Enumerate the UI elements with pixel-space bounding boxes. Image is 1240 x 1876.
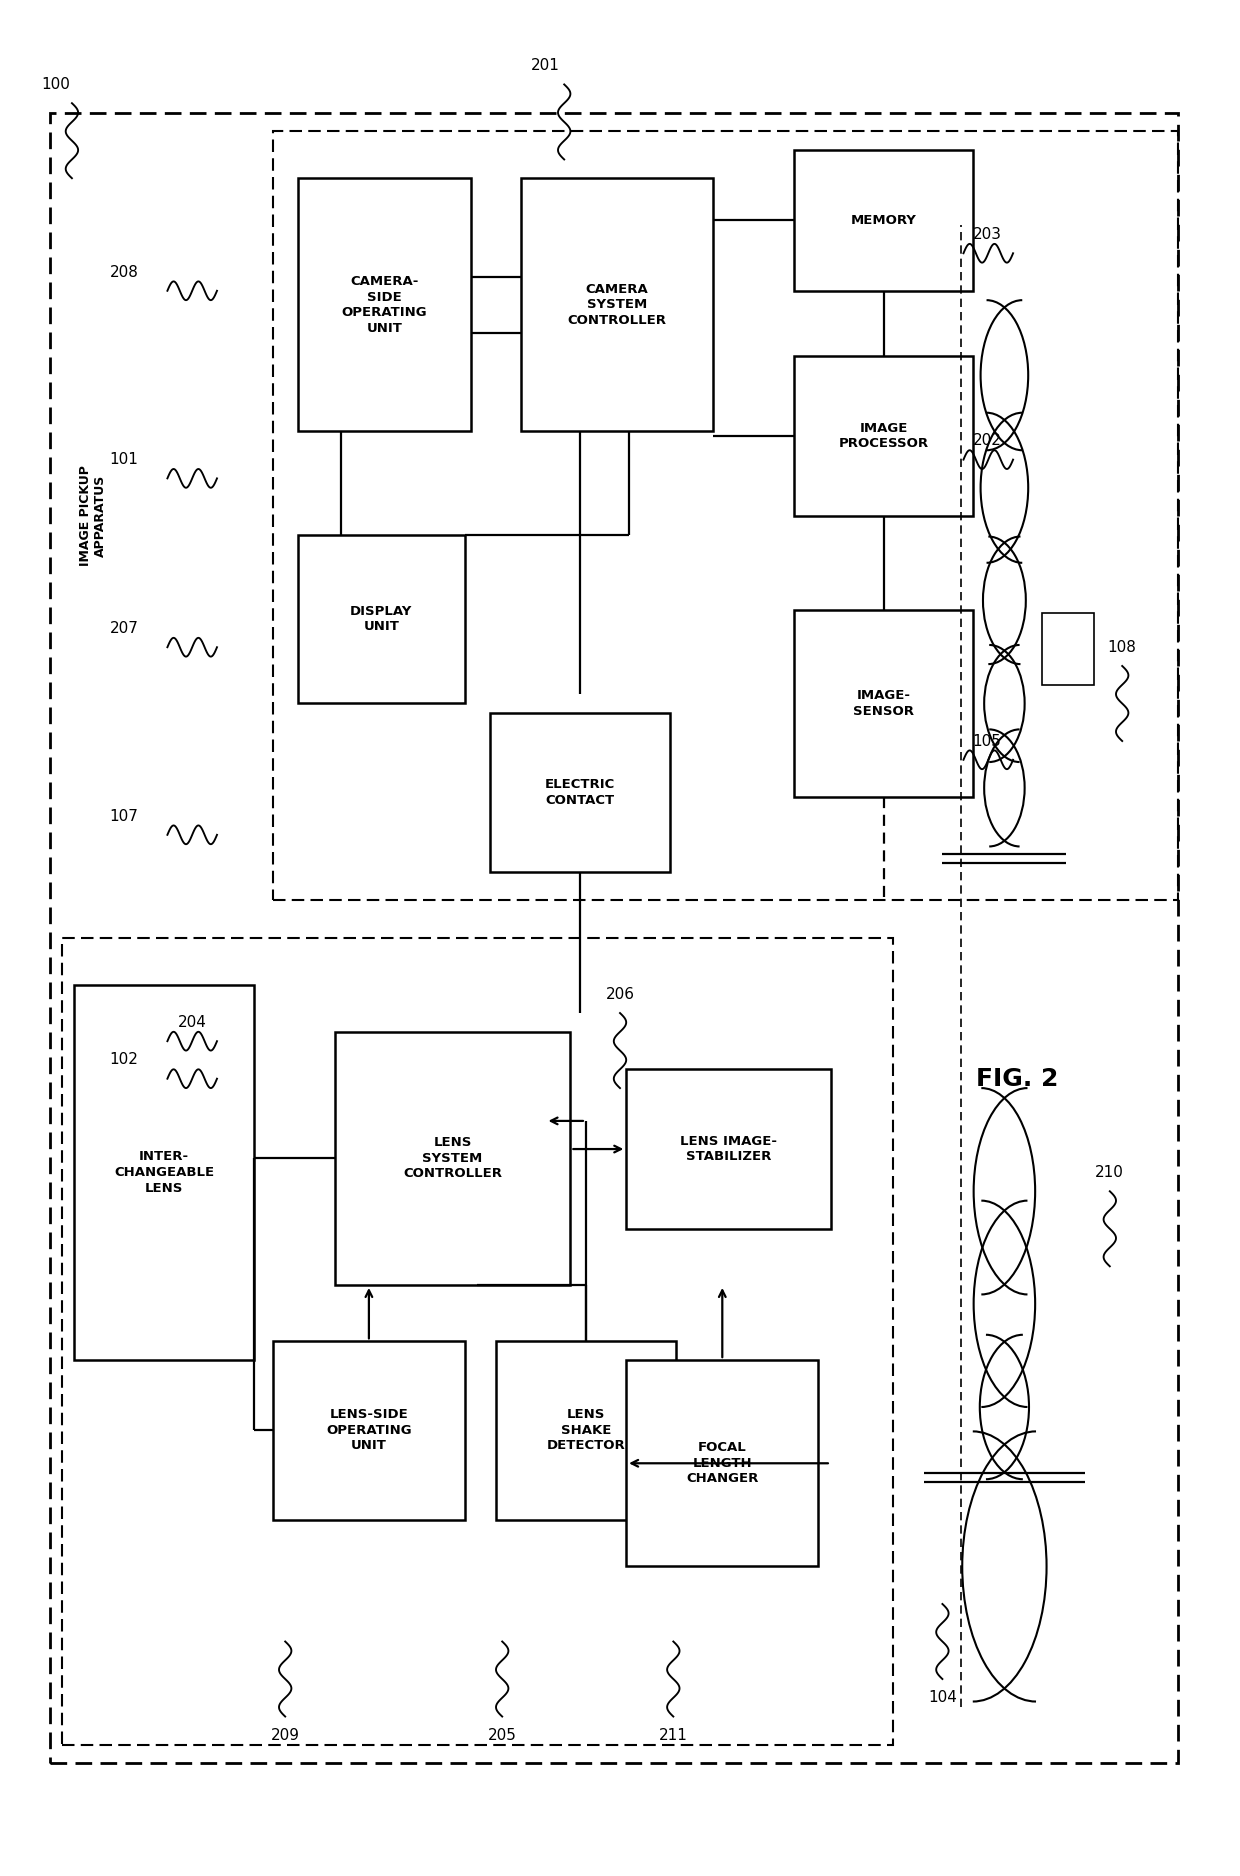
Text: 208: 208 <box>109 265 139 280</box>
Text: CAMERA-
SIDE
OPERATING
UNIT: CAMERA- SIDE OPERATING UNIT <box>341 276 428 334</box>
Text: 203: 203 <box>972 227 1002 242</box>
Text: IMAGE
PROCESSOR: IMAGE PROCESSOR <box>838 422 929 450</box>
Text: 107: 107 <box>109 809 139 824</box>
Text: 206: 206 <box>605 987 635 1002</box>
Text: 201: 201 <box>531 58 560 73</box>
FancyBboxPatch shape <box>626 1069 831 1229</box>
FancyBboxPatch shape <box>490 713 670 872</box>
FancyBboxPatch shape <box>1042 613 1094 685</box>
FancyBboxPatch shape <box>273 1341 465 1520</box>
Text: ELECTRIC
CONTACT: ELECTRIC CONTACT <box>544 779 615 807</box>
Text: LENS
SHAKE
DETECTOR: LENS SHAKE DETECTOR <box>547 1409 625 1452</box>
FancyBboxPatch shape <box>794 356 973 516</box>
Text: 105: 105 <box>972 734 1002 749</box>
Text: 100: 100 <box>41 77 71 92</box>
Text: FOCAL
LENGTH
CHANGER: FOCAL LENGTH CHANGER <box>686 1441 759 1486</box>
Text: DISPLAY
UNIT: DISPLAY UNIT <box>350 604 413 634</box>
Text: MEMORY: MEMORY <box>851 214 916 227</box>
Text: 204: 204 <box>177 1015 207 1030</box>
FancyBboxPatch shape <box>74 985 254 1360</box>
FancyBboxPatch shape <box>626 1360 818 1566</box>
Text: 211: 211 <box>658 1728 688 1743</box>
Text: LENS
SYSTEM
CONTROLLER: LENS SYSTEM CONTROLLER <box>403 1137 502 1180</box>
Text: CAMERA
SYSTEM
CONTROLLER: CAMERA SYSTEM CONTROLLER <box>568 283 666 326</box>
Text: LENS IMAGE-
STABILIZER: LENS IMAGE- STABILIZER <box>680 1135 777 1163</box>
Text: INTER-
CHANGEABLE
LENS: INTER- CHANGEABLE LENS <box>114 1150 215 1195</box>
Text: LENS-SIDE
OPERATING
UNIT: LENS-SIDE OPERATING UNIT <box>326 1409 412 1452</box>
Text: 202: 202 <box>972 433 1002 448</box>
Text: 101: 101 <box>109 452 139 467</box>
Text: IMAGE PICKUP
APPARATUS: IMAGE PICKUP APPARATUS <box>79 465 107 567</box>
FancyBboxPatch shape <box>298 535 465 704</box>
Text: 210: 210 <box>1095 1165 1125 1180</box>
Text: 102: 102 <box>109 1052 139 1067</box>
FancyBboxPatch shape <box>521 178 713 431</box>
Text: 207: 207 <box>109 621 139 636</box>
FancyBboxPatch shape <box>794 150 973 291</box>
Text: 104: 104 <box>928 1690 957 1705</box>
FancyBboxPatch shape <box>794 610 973 797</box>
Text: IMAGE-
SENSOR: IMAGE- SENSOR <box>853 688 914 719</box>
FancyBboxPatch shape <box>298 178 471 431</box>
Text: FIG. 2: FIG. 2 <box>976 1067 1058 1090</box>
FancyBboxPatch shape <box>496 1341 676 1520</box>
Text: 108: 108 <box>1107 640 1137 655</box>
FancyBboxPatch shape <box>335 1032 570 1285</box>
Text: 209: 209 <box>270 1728 300 1743</box>
Text: 205: 205 <box>487 1728 517 1743</box>
